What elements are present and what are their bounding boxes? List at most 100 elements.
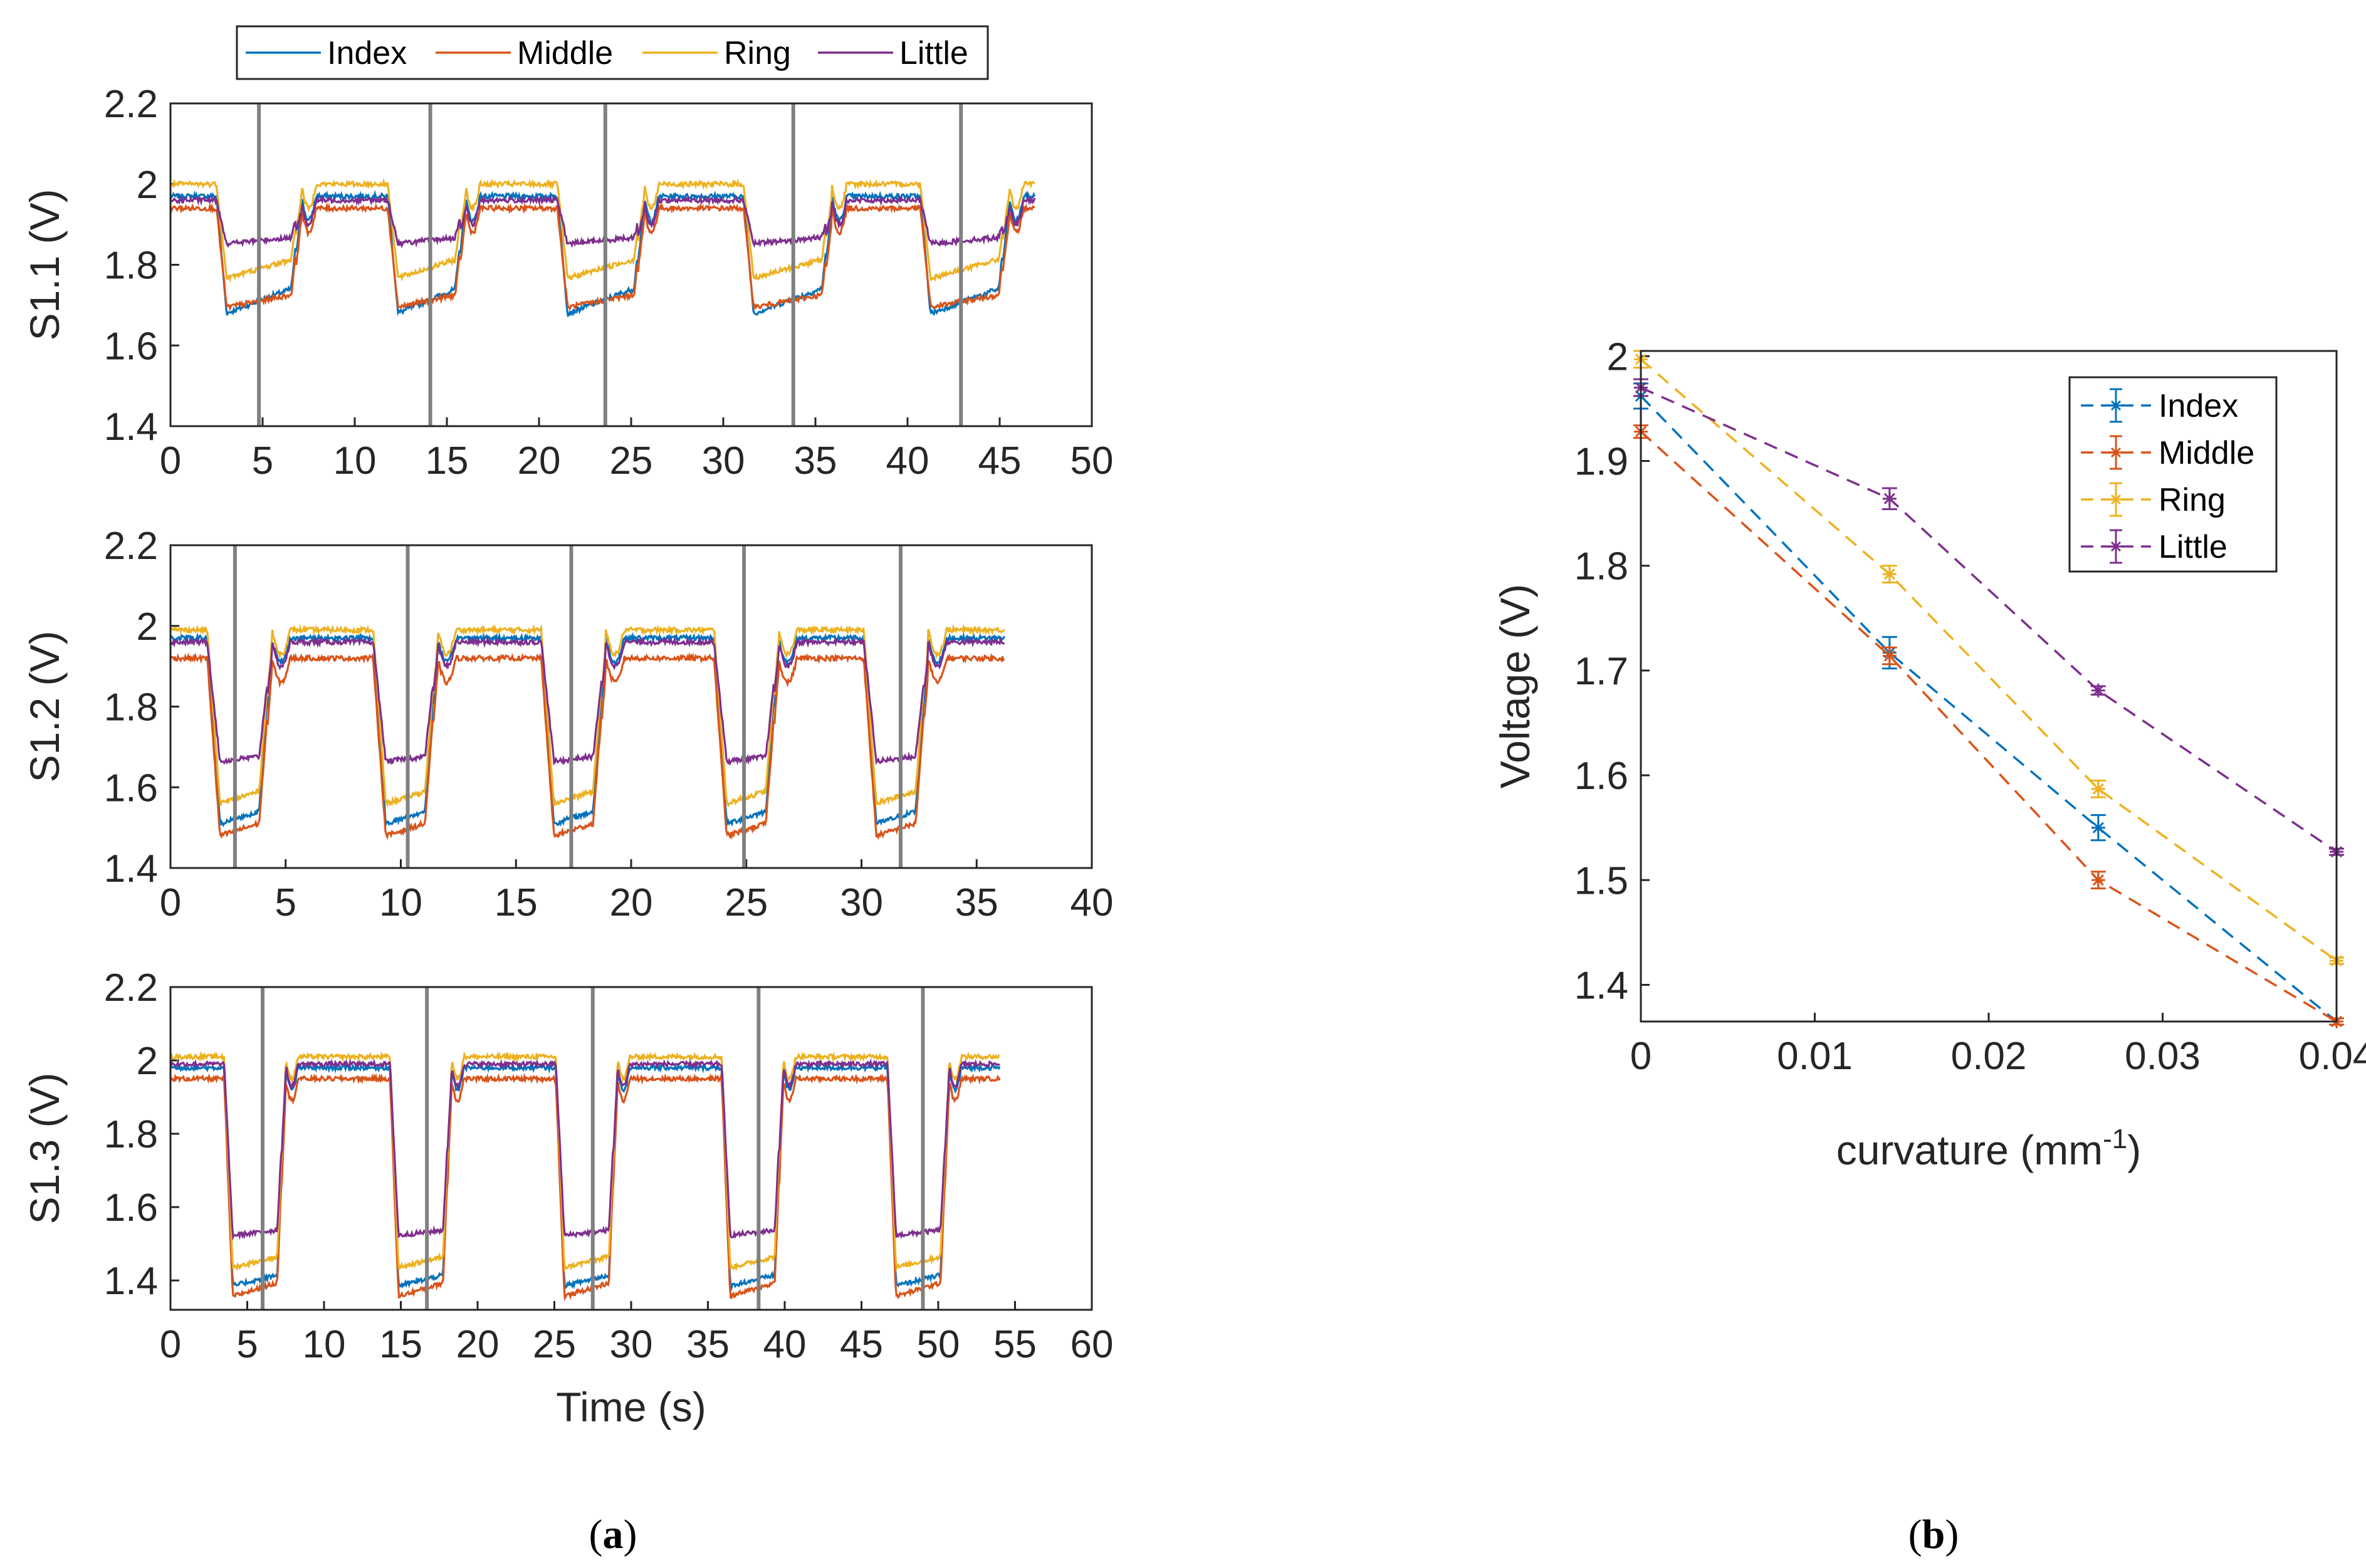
s1-2-xtick-label: 40 (1070, 881, 1114, 924)
s1-1-xtick-label: 40 (886, 439, 929, 483)
s1-2-plot-area (170, 545, 1092, 868)
s1-1-xtick-label: 5 (252, 439, 273, 483)
s1-1-xtick-label: 10 (333, 439, 377, 483)
s1-3-xtick-label: 55 (993, 1323, 1037, 1366)
curvature-ytick-label: 2 (1607, 335, 1628, 379)
s1-3-xtick-label: 30 (610, 1323, 653, 1366)
s1-1-series-little (169, 194, 1036, 249)
s1-3-xtick-label: 25 (533, 1323, 576, 1366)
legend-label-index: Index (2159, 388, 2238, 424)
s1-2-xtick-label: 35 (955, 881, 998, 924)
s1-3-xtick-label: 50 (917, 1323, 960, 1366)
panel-label-a: (a) (589, 1512, 637, 1557)
s1-1-xtick-label: 15 (426, 439, 469, 483)
s1-3-ytick-label: 1.6 (104, 1186, 158, 1230)
legend-marker-index (2110, 388, 2122, 423)
s1-2-xtick-label: 20 (610, 881, 653, 924)
s1-2-axes-frame (169, 544, 1093, 869)
s1-3-ytick-label: 2.2 (104, 966, 158, 1010)
curvature-xlabel: curvature (mm-1) (1836, 1124, 2142, 1173)
s1-1-series-index (169, 189, 1036, 318)
s1-2-xtick-label: 10 (379, 881, 422, 924)
s1-1-ylabel: S1.1 (V) (21, 189, 68, 340)
s1-1-ytick-label: 2.2 (104, 83, 158, 126)
s1-2-xtick-label: 15 (495, 881, 538, 924)
s1-2-series-middle (169, 652, 1005, 840)
plot-s1-3: 0 5 10 15 20 25 30 35 40 45 50 55 60 1.4 1.6 1.8 2 2.2 S1.… (21, 966, 1113, 1430)
s1-2-ytick-label: 1.6 (104, 766, 158, 810)
curvature-ytick-label: 1.5 (1574, 859, 1628, 902)
plot-curvature-voltage: 0 0.01 0.02 0.03 0.04 1.4 1.5 1.6 1.7 1.8 1.9 2 Volt… (1492, 335, 2366, 1173)
s1-1-series-ring (169, 177, 1035, 283)
legend-label-little: Little (899, 35, 968, 71)
s1-3-xlabel: Time (s) (556, 1384, 706, 1430)
curvature-series-middle (1640, 431, 2337, 1023)
s1-2-ytick-label: 1.4 (104, 847, 158, 891)
curvature-xtick-label: 0.03 (2125, 1035, 2201, 1078)
s1-1-series-middle (169, 202, 1035, 312)
s1-1-plot-area (170, 103, 1092, 426)
s1-1-xtick-label: 30 (702, 439, 745, 483)
curvature-xtick-label: 0.02 (1951, 1035, 2027, 1078)
curvature-axes-frame (1640, 350, 2338, 1023)
curvature-series-ring (1640, 358, 2338, 962)
curvature-ytick-label: 1.7 (1574, 650, 1628, 693)
s1-3-xtick-label: 15 (379, 1323, 422, 1366)
s1-2-xtick-label: 30 (840, 881, 883, 924)
curvature-ytick-label: 1.9 (1574, 441, 1628, 484)
s1-3-series-ring (170, 1050, 1000, 1273)
s1-2-ytick-label: 2 (137, 605, 158, 649)
curvature-xtick-label: 0.01 (1777, 1035, 1853, 1078)
s1-1-xtick-label: 25 (610, 439, 653, 483)
s1-1-xtick-label: 0 (160, 439, 181, 483)
s1-3-xtick-label: 60 (1070, 1323, 1114, 1366)
legend-marker-ring (2110, 482, 2122, 517)
s1-3-ytick-label: 1.4 (104, 1260, 158, 1303)
curvature-ytick-label: 1.8 (1574, 545, 1628, 588)
curvature-ytick-label: 1.4 (1574, 964, 1628, 1007)
s1-1-ytick-label: 1.6 (104, 325, 158, 368)
curvature-xtick-label: 0 (1630, 1035, 1651, 1078)
s1-1-xtick-label: 20 (518, 439, 561, 483)
legend-label-index: Index (327, 35, 407, 71)
s1-2-ylabel: S1.2 (V) (21, 630, 68, 782)
s1-3-ytick-label: 2 (137, 1040, 158, 1083)
legend-label-ring: Ring (2159, 482, 2226, 518)
s1-2-ytick-label: 1.8 (104, 686, 158, 729)
s1-3-xtick-label: 10 (303, 1323, 346, 1366)
s1-3-xtick-label: 0 (160, 1323, 181, 1366)
s1-2-xtick-label: 5 (275, 881, 296, 924)
s1-3-ytick-label: 1.8 (104, 1113, 158, 1156)
legend-label-middle: Middle (517, 35, 613, 71)
panel-a-legend: Index Middle Ring Little (236, 25, 989, 80)
s1-3-series-little (170, 1058, 1000, 1241)
s1-3-xtick-label: 45 (840, 1323, 883, 1366)
curvature-series-little (1640, 386, 2337, 853)
legend-label-middle: Middle (2159, 435, 2254, 471)
legend-marker-middle (2110, 435, 2122, 470)
legend-marker-little (2110, 529, 2122, 564)
legend-label-ring: Ring (724, 35, 791, 71)
curvature-xtick-label: 0.04 (2299, 1035, 2366, 1078)
s1-1-axes-frame (169, 102, 1093, 427)
s1-3-xtick-label: 5 (236, 1323, 258, 1366)
s1-2-ytick-label: 2.2 (104, 525, 158, 568)
curvature-point-middle (2091, 873, 2105, 887)
curvature-point-middle (1882, 649, 1897, 663)
s1-2-xtick-label: 0 (160, 881, 181, 924)
curvature-point-ring (2091, 781, 2105, 796)
s1-3-xtick-label: 40 (763, 1323, 807, 1366)
s1-3-series-index (169, 1062, 1001, 1292)
s1-1-xtick-label: 35 (794, 439, 837, 483)
panel-label-b: (b) (1908, 1512, 1959, 1557)
s1-3-plot-area (170, 987, 1092, 1310)
s1-3-series-middle (169, 1072, 1001, 1302)
curvature-ytick-label: 1.6 (1574, 755, 1628, 798)
s1-1-ytick-label: 1.8 (104, 244, 158, 288)
s1-1-ytick-label: 2 (137, 164, 158, 207)
s1-2-series-little (169, 636, 1005, 766)
s1-1-xtick-label: 50 (1070, 439, 1114, 483)
curvature-point-little (1882, 491, 1897, 506)
s1-2-xtick-label: 25 (725, 881, 768, 924)
